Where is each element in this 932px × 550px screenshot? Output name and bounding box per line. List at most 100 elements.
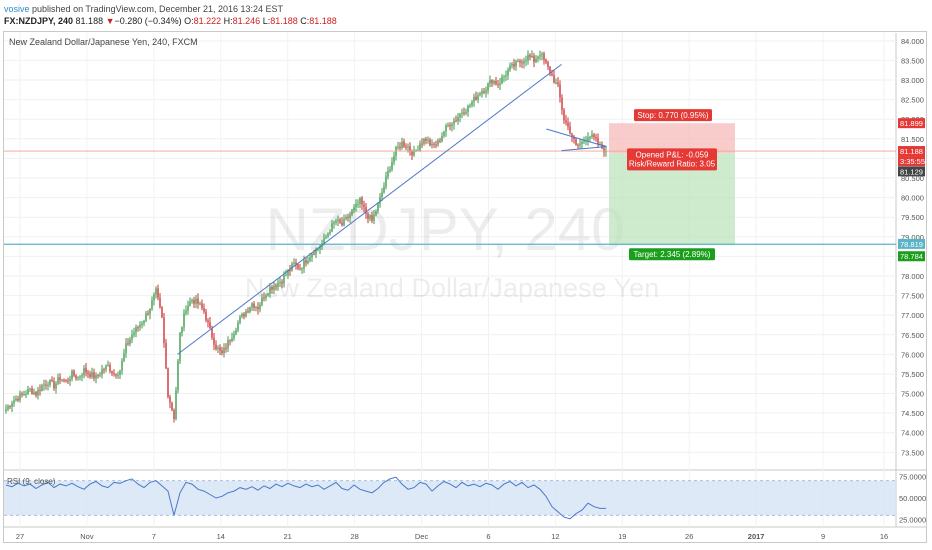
trendline	[177, 63, 562, 355]
candle	[447, 125, 449, 127]
rsi-tick-label: 25.0000	[899, 516, 926, 525]
candle	[357, 203, 359, 205]
candle	[339, 219, 341, 223]
candle	[5, 409, 7, 412]
candle	[213, 337, 215, 345]
candle	[29, 388, 31, 390]
candle	[67, 380, 69, 382]
candle	[79, 376, 81, 378]
candle	[449, 125, 451, 127]
candle	[109, 365, 111, 372]
candle	[375, 211, 377, 215]
candle	[295, 262, 297, 265]
candle	[127, 343, 129, 345]
price-tag	[898, 146, 925, 157]
candle	[229, 340, 231, 342]
candle	[55, 383, 57, 389]
candle	[269, 286, 271, 294]
candle	[409, 146, 411, 151]
candle	[353, 207, 355, 211]
position-labels: Stop: 0.770 (0.95%) Opened P&L: -0.059Ris…	[627, 109, 717, 261]
price-tag	[898, 251, 925, 262]
candle	[139, 324, 141, 328]
candle	[503, 76, 505, 78]
candle	[49, 379, 51, 385]
candle	[317, 248, 319, 250]
candle	[137, 327, 139, 329]
candle	[279, 281, 281, 283]
candle	[11, 403, 13, 407]
candle	[171, 402, 173, 411]
candle	[61, 379, 63, 381]
candle	[173, 410, 175, 420]
candle	[393, 156, 395, 162]
candle	[215, 344, 217, 349]
candle	[315, 249, 317, 255]
price-tick-label: 80.500	[901, 174, 924, 183]
candle	[591, 134, 593, 138]
candle	[535, 58, 537, 63]
candle	[307, 260, 309, 264]
price-tag-label: 81.899	[900, 119, 923, 128]
candle	[159, 297, 161, 308]
candle	[209, 322, 211, 329]
candle	[235, 330, 237, 334]
candle	[451, 124, 453, 127]
candle	[349, 214, 351, 218]
price-tick-label: 79.000	[901, 233, 924, 242]
candle	[559, 84, 561, 98]
candle	[313, 253, 315, 255]
candle	[223, 347, 225, 354]
candle	[57, 377, 59, 384]
candle	[261, 297, 263, 305]
candle	[91, 372, 93, 377]
candle	[493, 81, 495, 84]
candle	[381, 192, 383, 197]
candle	[579, 143, 581, 146]
candle	[577, 144, 579, 146]
candle	[149, 308, 151, 314]
candle	[601, 144, 603, 149]
candle	[343, 219, 345, 226]
candle	[543, 53, 545, 60]
candle	[69, 378, 71, 381]
time-tick-label: 2017	[748, 532, 765, 541]
candle	[63, 379, 65, 381]
watermark-name: New Zealand Dollar/Japanese Yen	[245, 273, 659, 303]
candle	[515, 61, 517, 67]
last-price: 81.188	[75, 16, 104, 26]
price-tag-label: 81.188	[900, 147, 923, 156]
candle	[463, 112, 465, 114]
candle	[245, 311, 247, 317]
open-value: 81.222	[193, 16, 222, 26]
candle	[193, 299, 195, 304]
candle	[75, 375, 77, 379]
candle	[489, 80, 491, 84]
position-tool	[609, 123, 735, 246]
price-tick-label: 74.500	[901, 409, 924, 418]
candle	[461, 112, 463, 114]
candle	[505, 75, 507, 77]
candle	[399, 146, 401, 148]
price-tag-label: 81.129	[900, 167, 923, 176]
candle	[247, 311, 249, 313]
author-link[interactable]: vosive	[4, 4, 30, 14]
rsi-band	[4, 480, 896, 516]
candle	[497, 84, 499, 86]
candle	[9, 406, 11, 408]
price-change: −0.280 (−0.34%)	[114, 16, 182, 26]
ohlc-line: FX:NZDJPY, 240 81.188 ▼−0.280 (−0.34%) O…	[4, 16, 337, 26]
candle	[369, 215, 371, 219]
candle	[331, 223, 333, 232]
time-tick-label: 9	[821, 532, 825, 541]
candle	[563, 109, 565, 121]
candle	[199, 303, 201, 305]
candle	[39, 389, 41, 391]
candle	[529, 54, 531, 58]
candle	[77, 377, 79, 379]
candle	[45, 384, 47, 386]
candle	[527, 54, 529, 61]
candle	[595, 137, 597, 139]
